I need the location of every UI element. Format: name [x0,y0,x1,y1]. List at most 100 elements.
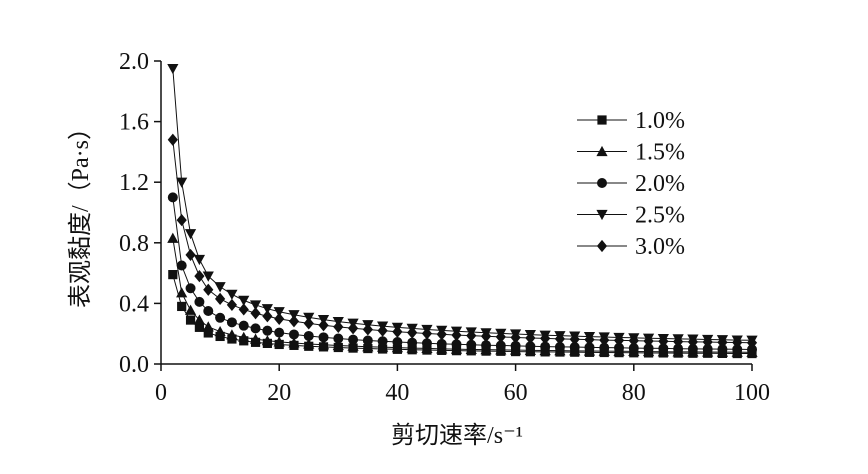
series-3 [167,192,757,355]
y-tick-label: 0.4 [119,291,149,317]
data-point [732,344,743,355]
data-point [318,332,329,343]
data-point [303,330,314,341]
data-point [377,341,389,352]
data-point [333,320,344,333]
data-point [347,322,359,335]
data-point [185,283,196,294]
x-tick-label: 100 [734,380,770,406]
data-point [481,340,492,351]
data-point [525,331,536,345]
data-point [262,325,273,336]
legend-marker [597,115,607,125]
data-point [436,328,447,341]
legend-label: 2.5% [635,203,685,229]
y-tick-label: 1.2 [119,170,149,196]
data-point [702,344,713,355]
data-point [215,312,226,323]
data-point [261,335,273,346]
data-point [436,338,447,349]
axes-layer: 0 20 40 60 80 100 0.0 0.4 0.8 1.2 1.6 2.0 [119,49,770,406]
data-point [540,341,551,352]
data-point [584,342,595,353]
data-point [202,271,214,282]
data-point [495,330,506,343]
x-tick-label: 60 [504,380,528,406]
legend-item: 1.0% [577,108,685,134]
data-point [614,342,625,353]
x-tick-label: 40 [385,380,409,406]
series-layer [167,63,758,359]
data-point [613,334,625,347]
data-point [176,287,188,298]
data-point [584,333,595,346]
x-tick-label: 20 [267,380,291,406]
data-point [599,342,610,353]
data-point [176,213,187,227]
data-point [658,343,669,354]
data-point [176,260,187,271]
legend-marker [596,209,608,221]
data-point [249,333,262,344]
data-point [554,332,566,345]
data-point [377,336,388,347]
data-point [421,327,433,340]
data-point [673,343,684,354]
data-point [347,340,359,351]
data-point [525,341,536,352]
legend-marker [597,178,607,188]
data-point [643,343,654,354]
data-point [249,300,262,311]
data-point [495,340,506,351]
data-point [702,335,713,349]
data-point [392,325,403,338]
data-point [273,307,285,318]
data-point [184,229,197,240]
data-point [250,307,261,320]
data-point [262,310,273,323]
data-point [274,327,285,338]
data-point [185,248,196,262]
data-point [203,283,214,296]
data-point [362,335,373,346]
data-point [214,282,226,293]
data-point [238,320,249,331]
x-tick-label: 80 [622,380,646,406]
data-point [184,304,197,315]
data-point [510,331,521,344]
data-point [628,334,639,347]
data-point [732,336,743,349]
data-point [643,334,654,348]
data-point [377,324,388,337]
data-point [466,339,477,350]
data-point [215,292,226,305]
data-point [226,317,237,328]
data-point [392,337,403,348]
data-point [421,338,432,349]
data-point [238,331,250,342]
data-point [599,333,610,347]
data-point [288,329,299,340]
x-tick-label: 0 [155,380,167,406]
data-point [185,315,196,325]
data-point [407,326,418,339]
data-point [747,344,757,355]
data-point [288,337,300,348]
data-point [193,254,206,266]
data-point [332,339,344,351]
data-point [466,329,477,342]
legend-marker [596,239,608,253]
data-point [226,289,238,300]
data-point [451,339,462,350]
legend-label: 2.0% [635,171,685,197]
data-point [214,325,226,337]
data-point [673,335,684,348]
y-tick-label: 1.6 [119,110,149,136]
data-point [318,319,329,332]
y-tick-label: 2.0 [119,49,149,75]
data-point [510,340,521,351]
data-point [215,331,225,342]
data-point [250,323,261,334]
data-point [261,304,273,315]
